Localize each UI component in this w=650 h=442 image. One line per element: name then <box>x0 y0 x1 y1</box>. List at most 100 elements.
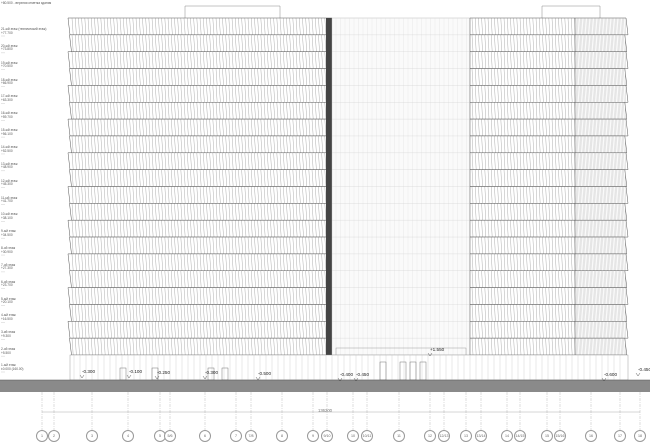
facade-fin-dense <box>591 17 593 35</box>
facade-fin <box>302 169 304 187</box>
facade-fin-dense <box>615 237 616 254</box>
facade-fin <box>311 102 314 120</box>
facade-fin <box>471 338 474 356</box>
facade-fin-dense <box>599 321 601 339</box>
facade-fin <box>251 237 253 254</box>
facade-fin <box>167 304 170 322</box>
facade-fin <box>167 68 170 86</box>
facade-fin <box>148 203 151 221</box>
facade-fin <box>238 203 240 221</box>
facade-fin-dense <box>617 304 619 322</box>
facade-fin <box>494 253 496 271</box>
facade-fin-dense <box>615 51 616 69</box>
facade-fin <box>555 34 557 52</box>
facade-fin <box>225 186 227 204</box>
facade-fin <box>171 237 173 254</box>
facade-fin <box>107 135 109 153</box>
facade-fin <box>148 51 151 69</box>
facade-fin-dense <box>587 321 588 339</box>
facade-fin-dense <box>606 287 608 305</box>
facade-fin <box>478 338 480 356</box>
facade-fin <box>100 220 103 238</box>
facade-fin <box>567 338 570 356</box>
facade-fin-dense <box>575 203 577 221</box>
facade-fin <box>286 68 288 86</box>
facade-fin <box>567 304 570 322</box>
facade-band-right <box>469 169 628 187</box>
ground-floor <box>69 354 629 381</box>
facade-fin-dense <box>612 253 614 271</box>
facade-fin <box>171 169 173 187</box>
facade-fin <box>254 34 256 52</box>
facade-fin <box>497 152 499 170</box>
facade-fin <box>123 237 125 254</box>
spot-marker <box>337 377 343 382</box>
facade-fin <box>129 220 131 238</box>
facade-fin <box>260 152 263 170</box>
facade-fin <box>487 203 490 221</box>
facade-fin <box>247 203 250 221</box>
facade-fin <box>295 17 298 35</box>
facade-fin <box>503 270 506 288</box>
facade-fin <box>113 304 115 322</box>
facade-fin <box>177 338 179 356</box>
facade-fin <box>315 186 317 204</box>
facade-fin <box>279 152 282 170</box>
facade-fin-dense <box>587 253 588 271</box>
facade-fin <box>308 186 311 204</box>
facade-fin-dense <box>619 135 621 153</box>
facade-fin-dense <box>608 304 609 322</box>
facade-fin-dense <box>584 51 586 69</box>
facade-fin-dense <box>577 253 579 271</box>
facade-fin <box>235 287 237 305</box>
facade-fin <box>225 220 227 238</box>
facade-fin <box>116 270 119 288</box>
facade-fin <box>219 102 221 120</box>
facade-fin-dense <box>623 304 625 322</box>
level-mark: +45.300 <box>1 182 13 187</box>
facade-fin <box>119 17 122 35</box>
facade-fin <box>81 287 83 305</box>
facade-fin <box>235 186 237 204</box>
facade-fin-dense <box>592 186 594 204</box>
facade-fin-dense <box>605 287 607 305</box>
level-mark: +66.900 <box>1 81 13 86</box>
facade-fin-dense <box>599 17 601 35</box>
facade-fin <box>100 34 103 52</box>
facade-fin <box>251 51 253 69</box>
facade-fin <box>561 287 563 305</box>
facade-fin <box>561 321 563 339</box>
facade-fin-dense <box>587 152 588 170</box>
facade-fin <box>254 68 256 86</box>
facade-fin <box>100 186 103 204</box>
facade-fin <box>257 51 259 69</box>
facade-fin <box>305 17 307 35</box>
facade-fin-dense <box>578 338 580 356</box>
facade-fin <box>555 304 557 322</box>
facade-fin <box>180 253 183 271</box>
facade-fin-dense <box>598 203 600 221</box>
facade-fin <box>139 68 141 86</box>
facade-fin-dense <box>616 152 618 170</box>
facade-fin <box>100 287 103 305</box>
facade-fin <box>475 321 477 339</box>
facade-fin <box>273 135 275 153</box>
facade-fin <box>513 17 515 35</box>
facade-fin <box>238 237 240 254</box>
facade-fin <box>164 119 167 136</box>
facade-fin <box>244 186 247 204</box>
facade-fin <box>283 17 285 35</box>
facade-fin-dense <box>605 220 607 238</box>
facade-fin <box>507 253 509 271</box>
facade-fin-dense <box>584 203 586 221</box>
facade-fin <box>203 169 205 187</box>
facade-fin <box>84 270 87 288</box>
facade-fin <box>558 304 560 322</box>
facade-fin <box>494 152 496 170</box>
facade-fin <box>113 85 115 103</box>
facade-fin <box>507 152 509 170</box>
facade-fin <box>494 338 496 356</box>
facade-fin <box>158 169 160 187</box>
facade-fin <box>555 321 557 339</box>
facade-fin <box>244 287 247 305</box>
